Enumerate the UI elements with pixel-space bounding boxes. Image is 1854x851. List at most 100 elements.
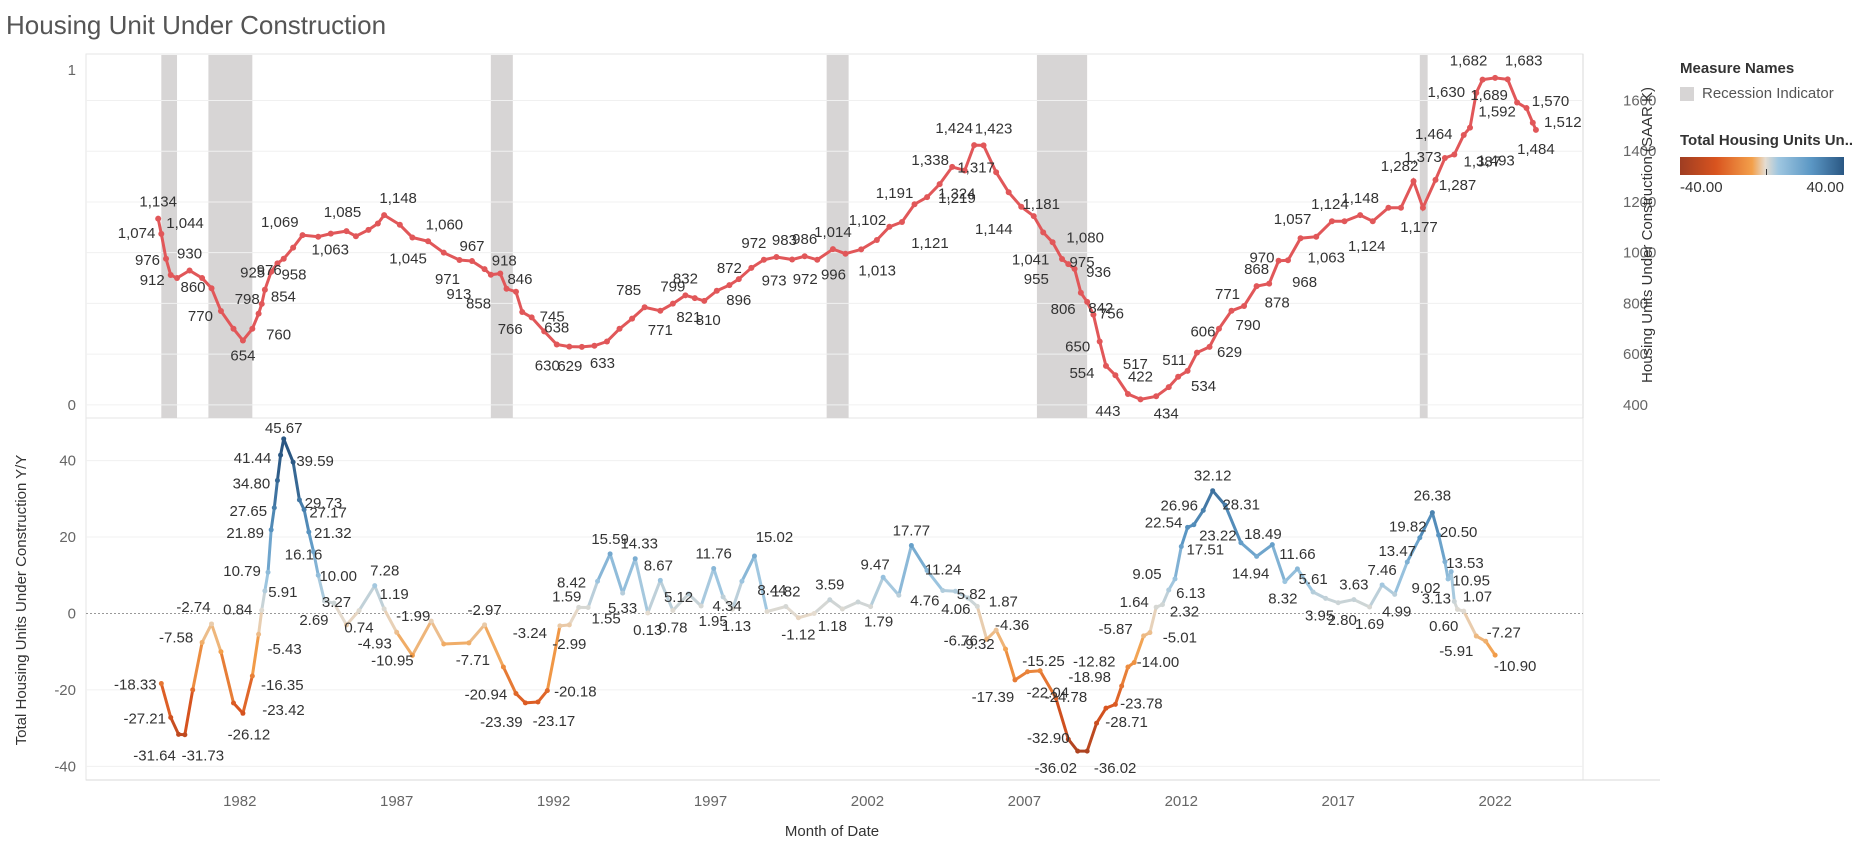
- level-point: [261, 286, 268, 293]
- yoy-point: [730, 606, 736, 612]
- yoy-point: [240, 710, 246, 716]
- data-label: 21.32: [314, 525, 352, 542]
- yoy-segment: [169, 715, 181, 736]
- data-label: 1,074: [118, 225, 156, 242]
- yoy-point: [1451, 599, 1457, 605]
- data-label: -10.95: [371, 652, 414, 669]
- yoy-segment: [881, 575, 901, 597]
- data-label: 3.63: [1339, 577, 1368, 594]
- level-point: [167, 272, 174, 279]
- data-label: 1.95: [699, 613, 728, 630]
- level-point: [1228, 307, 1235, 314]
- recession-band: [490, 55, 513, 418]
- data-label: 554: [1069, 365, 1094, 382]
- recession-band: [1419, 55, 1428, 418]
- yoy-segment: [1393, 560, 1409, 596]
- left-y-tick-label: 0: [68, 397, 76, 414]
- yoy-point: [924, 568, 930, 574]
- yoy-point: [1159, 602, 1165, 608]
- level-point: [603, 338, 610, 345]
- yoy-point: [278, 452, 284, 458]
- data-label: 925: [240, 265, 265, 282]
- recession-band: [826, 55, 849, 418]
- yoy-point: [482, 622, 488, 628]
- data-label: -23.17: [533, 713, 576, 730]
- data-label: 1,041: [1012, 251, 1050, 268]
- level-point: [1441, 155, 1448, 162]
- yoy-segment: [1449, 570, 1456, 604]
- data-label: 1.82: [771, 584, 800, 601]
- level-point: [801, 253, 808, 260]
- yoy-segment: [994, 628, 1008, 651]
- level-point: [1049, 239, 1056, 246]
- right-y-tick-label: 600: [1623, 346, 1648, 363]
- data-label: 6.13: [1176, 585, 1205, 602]
- level-point: [503, 285, 510, 292]
- yoy-point: [1335, 600, 1341, 606]
- yoy-segment: [382, 607, 399, 634]
- data-label: 8.32: [1268, 591, 1297, 608]
- data-label: 790: [1236, 317, 1261, 334]
- page-title: Housing Unit Under Construction: [6, 10, 387, 40]
- yoy-segment: [312, 550, 320, 577]
- data-label: -2.97: [467, 602, 501, 619]
- data-label: -2.74: [176, 599, 210, 616]
- data-label: 0.60: [1429, 618, 1458, 635]
- yoy-segment: [1201, 489, 1215, 512]
- level-point: [174, 275, 181, 282]
- yoy-point: [795, 615, 801, 621]
- yoy-segment: [501, 665, 518, 696]
- yoy-point: [1222, 502, 1228, 508]
- level-point: [1410, 178, 1417, 185]
- data-label: 630: [535, 358, 560, 375]
- data-label: -23.78: [1120, 695, 1163, 712]
- yoy-point: [249, 673, 255, 679]
- yoy-point: [1003, 646, 1009, 652]
- yoy-segment: [159, 682, 173, 719]
- yoy-point: [331, 600, 337, 606]
- yoy-segment: [784, 605, 800, 620]
- data-label: 1,134: [139, 194, 177, 211]
- data-label: 1.07: [1463, 588, 1492, 605]
- yoy-point: [231, 700, 237, 706]
- yoy-segment: [1430, 511, 1441, 537]
- left-y-tick-label: 40: [59, 453, 76, 470]
- level-point: [842, 250, 849, 257]
- yoy-segment: [332, 601, 348, 627]
- data-label: -9.32: [960, 636, 994, 653]
- data-label: 26.38: [1414, 488, 1452, 505]
- yoy-point: [1310, 589, 1316, 595]
- legend-item-recession[interactable]: Recession Indicator: [1680, 85, 1854, 102]
- yoy-segment: [1148, 605, 1158, 635]
- yoy-point: [218, 649, 224, 655]
- yoy-point: [686, 591, 692, 597]
- level-point: [1137, 396, 1144, 403]
- data-label: 633: [590, 355, 615, 372]
- level-point: [1206, 343, 1213, 350]
- data-label: 1,177: [1400, 219, 1438, 236]
- yoy-point: [896, 592, 902, 598]
- data-label: 1.59: [552, 588, 581, 605]
- yoy-point: [1379, 582, 1385, 588]
- level-point: [1479, 76, 1486, 83]
- level-point: [1460, 131, 1467, 138]
- data-label: 806: [1051, 301, 1076, 318]
- yoy-segment: [752, 554, 769, 614]
- data-label: 629: [557, 358, 582, 375]
- yoy-segment: [596, 552, 612, 583]
- yoy-point: [1323, 595, 1329, 601]
- data-label: 4.06: [941, 601, 970, 618]
- yoy-segment: [658, 578, 675, 612]
- level-point: [1266, 280, 1273, 287]
- yoy-segment: [1283, 567, 1299, 584]
- data-label: 878: [1265, 295, 1290, 312]
- level-point: [682, 292, 689, 299]
- data-label: 968: [1292, 274, 1317, 291]
- data-label: 34.80: [233, 475, 271, 492]
- data-label: 14.33: [620, 536, 658, 553]
- yoy-point: [1125, 664, 1131, 670]
- level-point: [396, 221, 403, 228]
- yoy-point: [322, 598, 328, 604]
- level-point: [497, 270, 504, 277]
- yoy-segment: [260, 589, 267, 612]
